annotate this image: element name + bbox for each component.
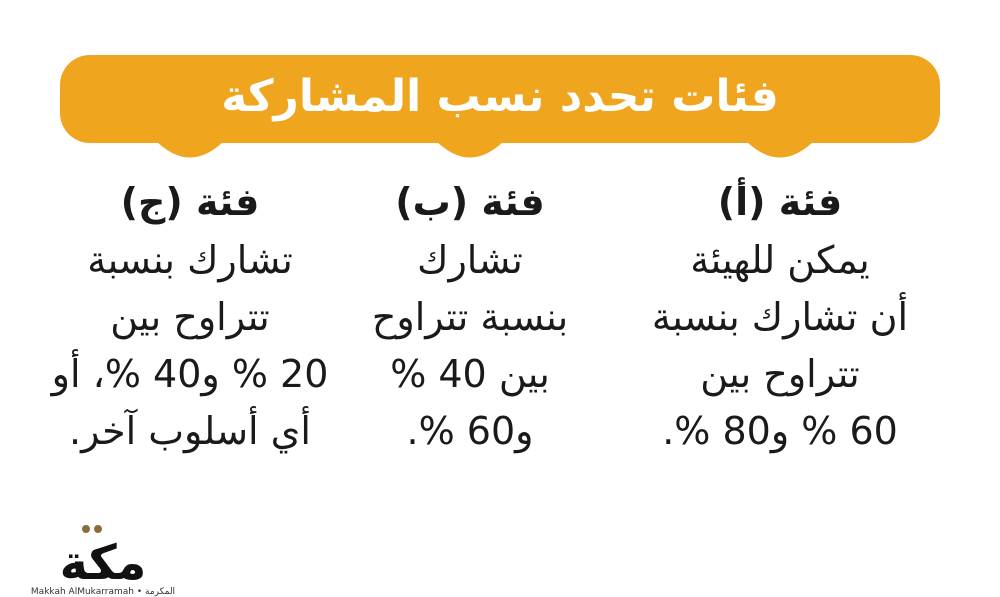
column-heading: فئة (ب) [395,180,545,224]
logo-tagline-en: Makkah AlMukarramah [30,587,134,597]
column: فئة (ج) تشارك بنسبة تتراوح بين 20 % و40 %، … [40,172,340,460]
column-line: بنسبة تتراوح [371,295,569,339]
column-line: تتراوح بين [110,295,270,339]
logo-tagline: Makkah AlMukarramah • المكرمة [30,587,176,597]
column-line: تتراوح بين [700,352,860,396]
column-line: بين 40 % [390,352,550,396]
title: فئات تحدد نسب المشاركة [221,71,779,122]
column-heading: فئة (أ) [717,180,843,224]
column-heading: فئة (ج) [120,180,260,224]
logo-name: مكة [59,535,147,591]
column-line: تشارك [417,238,523,282]
column-line: أن تشارك بنسبة [651,295,909,339]
logo-dots [82,525,102,533]
banner-bar [60,55,940,143]
logo-tagline-ar: المكرمة [145,587,176,597]
banner [60,55,940,158]
column-line: يمكن للهيئة [690,238,870,282]
column-line: 60 % و80 %. [662,409,898,453]
banner-tab [155,140,225,158]
column-line: 20 % و40 %، أو [51,352,329,396]
column: فئة (ب) تشارك بنسبة تتراوح بين 40 % و60 %. [320,172,620,460]
column-line: تشارك بنسبة [87,238,293,282]
logo: مكة Makkah AlMukarramah • المكرمة [28,520,178,597]
banner-tab [435,140,505,158]
column-line: و60 %. [406,409,534,453]
column: فئة (أ) يمكن للهيئة أن تشارك بنسبة تتراوح ب… [630,172,930,460]
column-line: أي أسلوب آخر. [69,409,311,453]
banner-tab [745,140,815,158]
